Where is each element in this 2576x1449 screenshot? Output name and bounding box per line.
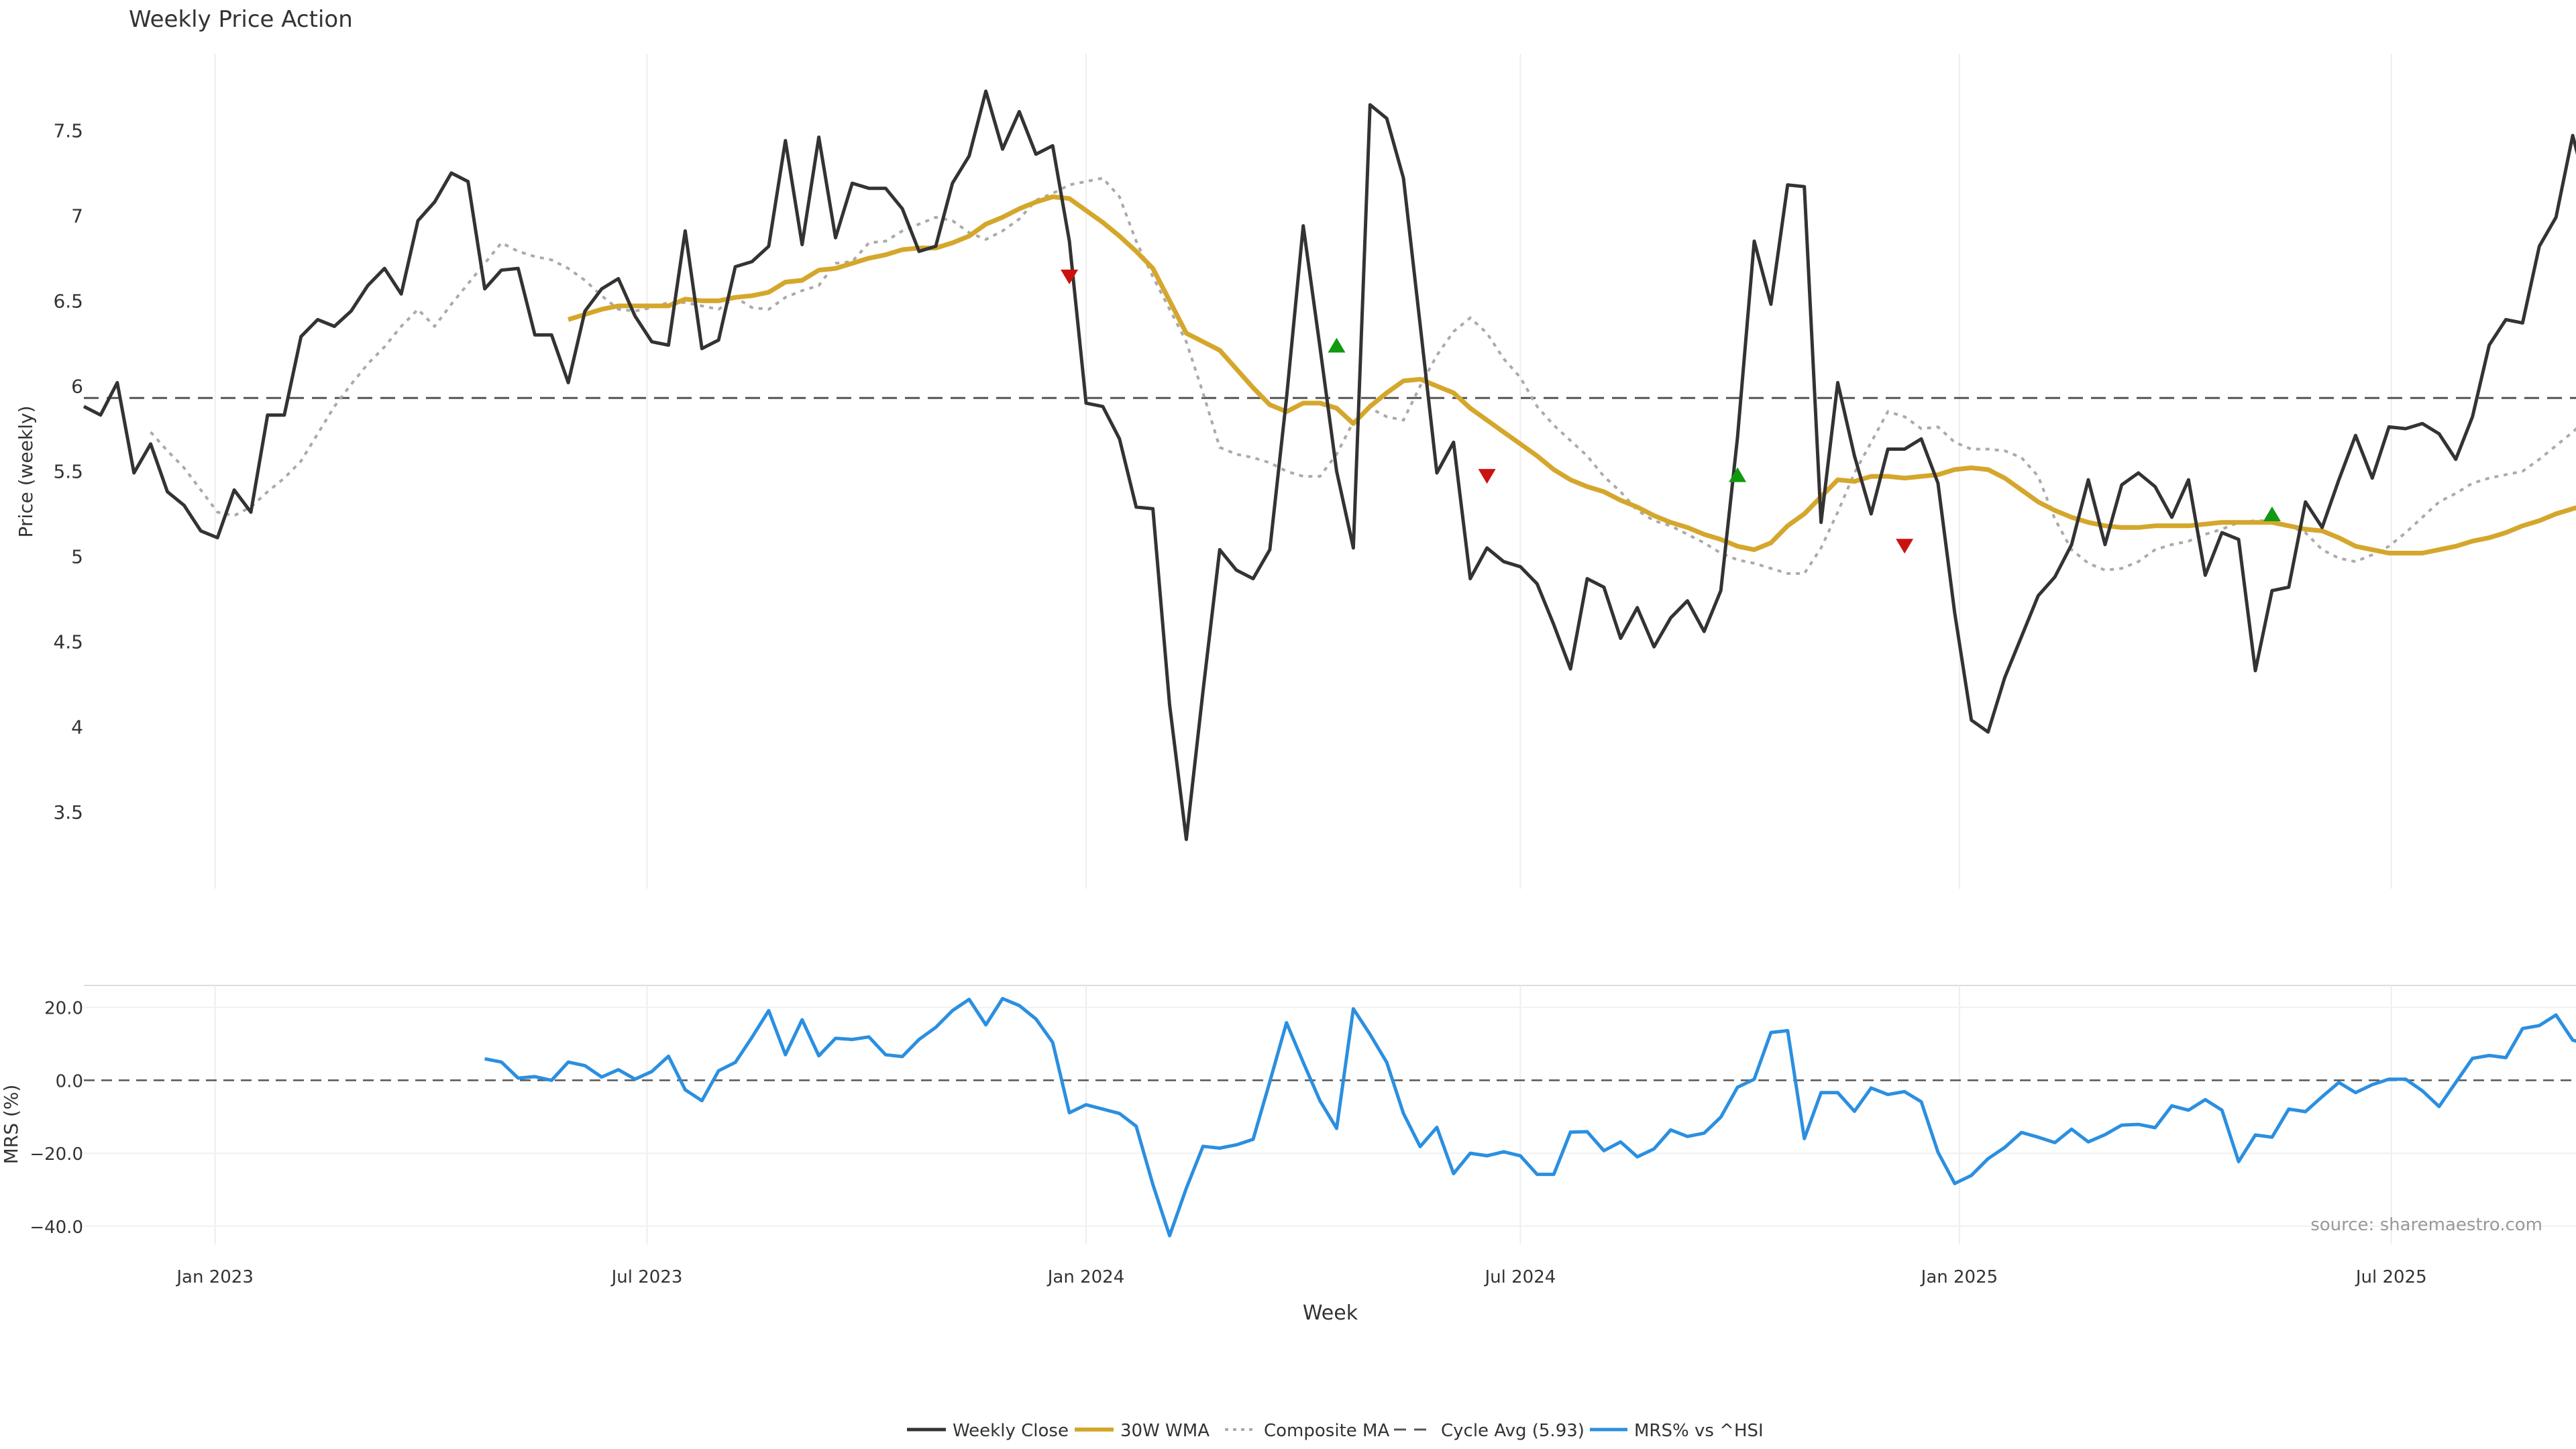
- legend: Weekly Close 30W WMA Composite MA Cycle …: [907, 1421, 1764, 1441]
- price-y-tick-label: 6.5: [53, 290, 83, 312]
- mrs-y-tick-label: −20.0: [30, 1144, 83, 1165]
- legend-item-mrs: MRS% vs ^HSI: [1590, 1421, 1764, 1441]
- legend-item-composite-ma: Composite MA: [1225, 1421, 1389, 1441]
- legend-item-cycle-avg: Cycle Avg (5.93): [1394, 1421, 1585, 1441]
- price-y-tick-label: 4: [71, 716, 83, 739]
- buy-signal-marker: [2263, 506, 2281, 522]
- x-tick-label: Jan 2023: [175, 1267, 254, 1287]
- sell-signal-marker: [1478, 469, 1496, 484]
- legend-label: Composite MA: [1264, 1421, 1389, 1441]
- chart-title: Weekly Price Action: [129, 6, 353, 33]
- x-tick-label: Jul 2025: [2355, 1267, 2427, 1287]
- legend-label: Weekly Close: [953, 1421, 1069, 1441]
- legend-label: 30W WMA: [1120, 1421, 1210, 1441]
- x-tick-label: Jul 2023: [610, 1267, 683, 1287]
- sell-signal-marker: [1896, 539, 1914, 554]
- mrs-vertical-grid: [214, 985, 2392, 1244]
- price-y-tick-label: 6: [71, 375, 83, 397]
- x-tick-label: Jan 2025: [1920, 1267, 1998, 1287]
- price-y-tick-label: 7: [71, 205, 83, 227]
- price-y-axis-label: Price (weekly): [15, 406, 37, 538]
- x-axis-label: Week: [1303, 1301, 1358, 1325]
- source-note: source: sharemaestro.com: [2310, 1215, 2542, 1235]
- weekly-close-line: [83, 89, 2576, 841]
- composite-ma-line: [150, 176, 2576, 575]
- mrs-y-tick-label: 20.0: [44, 999, 83, 1019]
- legend-label: Cycle Avg (5.93): [1441, 1421, 1585, 1441]
- legend-label: MRS% vs ^HSI: [1634, 1421, 1764, 1441]
- x-tick-label: Jul 2024: [1483, 1267, 1556, 1287]
- mrs-y-ticks: 20.0 0.0 −20.0 −40.0: [30, 999, 2576, 1238]
- sell-signal-marker: [1061, 269, 1079, 284]
- mrs-y-tick-label: −40.0: [30, 1218, 83, 1238]
- price-y-tick-label: 7.5: [53, 119, 83, 142]
- price-y-tick-label: 3.5: [53, 802, 83, 824]
- x-axis-ticks: Jan 2023 Jul 2023 Jan 2024 Jul 2024 Jan 2025…: [175, 1267, 2426, 1287]
- price-panel: 3.5 4 4.5 5 5.5 6 6.5 7 7.5 Price (weekly): [15, 54, 2576, 889]
- wma-30w-line: [568, 194, 2576, 555]
- price-y-ticks: 3.5 4 4.5 5 5.5 6 6.5 7 7.5: [53, 119, 83, 823]
- x-tick-label: Jan 2024: [1046, 1267, 1125, 1287]
- price-y-tick-label: 5: [71, 546, 83, 568]
- buy-signal-marker: [1729, 467, 1747, 482]
- mrs-line: [484, 997, 2576, 1238]
- legend-item-weekly-close: Weekly Close: [907, 1421, 1069, 1441]
- mrs-y-axis-label: MRS (%): [0, 1085, 22, 1165]
- legend-item-30w-wma: 30W WMA: [1075, 1421, 1210, 1441]
- price-y-tick-label: 5.5: [53, 461, 83, 483]
- signal-markers: [1061, 269, 2281, 554]
- mrs-panel: 20.0 0.0 −20.0 −40.0 MRS (%) source: sharem…: [0, 985, 2576, 1244]
- buy-signal-marker: [1328, 337, 1346, 353]
- price-y-tick-label: 4.5: [53, 631, 83, 653]
- mrs-y-tick-label: 0.0: [56, 1071, 83, 1091]
